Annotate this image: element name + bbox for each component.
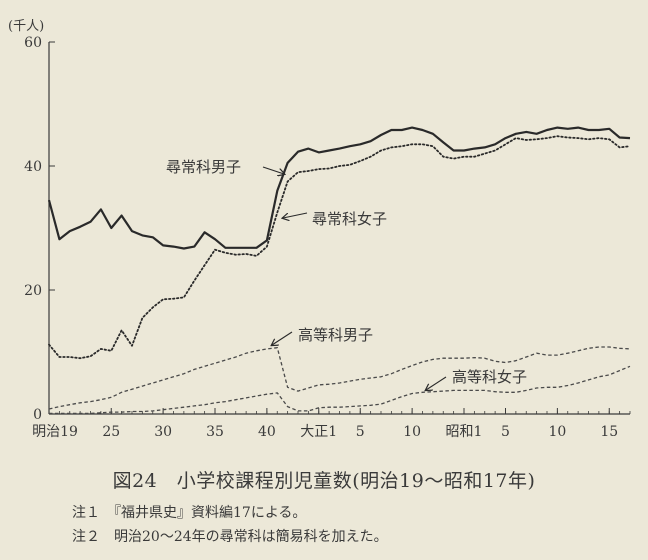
x-axis-ticks: 明治19 25 30 35 40 大正1 5 10 昭和1 5 10 15: [32, 408, 631, 440]
x-tick-label: 10: [548, 424, 566, 440]
annotation-arrow: [262, 166, 284, 174]
x-tick-label: 5: [501, 424, 510, 440]
y-tick-label: 0: [33, 407, 42, 423]
x-tick-label: 10: [403, 424, 421, 440]
x-tick-label: 25: [102, 424, 120, 440]
x-tick-label: 5: [356, 424, 365, 440]
series-line-0: [47, 126, 631, 250]
figure-caption: 図24 小学校課程別児童数(明治19～昭和17年): [112, 470, 536, 492]
annotation-arrow: [272, 331, 293, 345]
annotation-arrow: [283, 212, 308, 218]
y-axis-unit-label: (千人): [8, 19, 44, 34]
y-tick-label: 40: [24, 159, 42, 175]
y-tick-label: 20: [24, 283, 42, 299]
x-tick-label: 40: [258, 424, 276, 440]
series-line-3: [49, 365, 631, 415]
y-tick-label: 60: [24, 35, 42, 51]
x-tick-label: 15: [600, 424, 618, 440]
note-2: 注２ 明治20～24年の尋常科は簡易科を加えた。: [72, 529, 388, 545]
axes: [48, 42, 630, 415]
x-tick-label: 昭和1: [446, 424, 483, 440]
annotation-arrow: [426, 376, 447, 390]
series-annotation-label: 高等科女子: [452, 368, 527, 386]
y-axis-ticks: 0 20 40 60: [24, 35, 55, 423]
series-lines: [47, 126, 631, 415]
x-tick-label: 35: [206, 424, 224, 440]
series-line-1: [48, 135, 631, 360]
x-tick-label: 大正1: [300, 424, 337, 440]
x-tick-label: 明治19: [32, 424, 78, 440]
series-annotation-label: 尋常科男子: [166, 158, 241, 176]
x-tick-label: 30: [154, 424, 172, 440]
series-line-2: [48, 346, 631, 410]
note-1: 注１ 『福井県史』資料編17による。: [72, 505, 307, 521]
series-annotation-label: 尋常科女子: [312, 210, 387, 228]
series-annotation-label: 高等科男子: [298, 326, 373, 344]
